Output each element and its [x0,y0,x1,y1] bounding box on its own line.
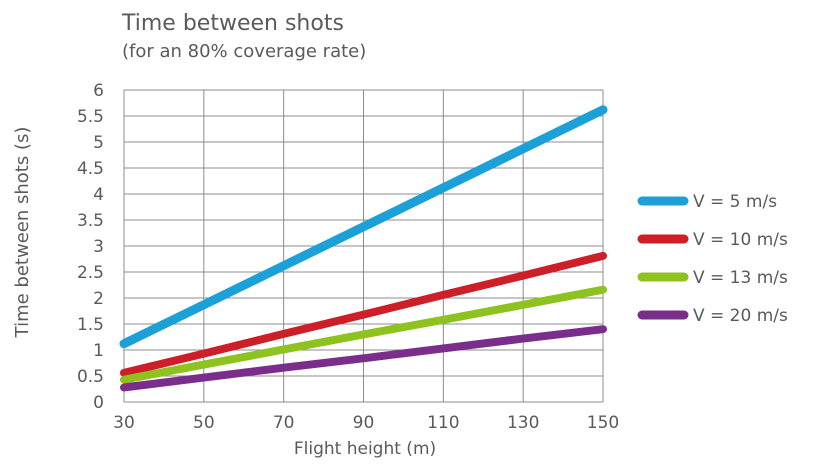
plot-grid [123,89,604,403]
chart-legend: V = 5 m/s V = 10 m/s V = 13 m/s V = 20 m/s [637,192,788,326]
y-tick-label: 0.5 [77,367,104,387]
series-line [120,325,607,392]
legend-label: V = 20 m/s [693,306,788,326]
series-line [119,105,608,349]
x-tick-label: 150 [587,413,619,433]
y-tick-label: 3 [93,237,104,257]
legend-label: V = 13 m/s [693,268,788,288]
x-tick-label: 130 [507,413,539,433]
x-tick-label: 70 [273,413,295,433]
y-tick-label: 4 [93,185,104,205]
y-tick-label: 1.5 [77,315,104,335]
x-tick-label: 50 [193,413,215,433]
x-tick-labels: 30 50 70 90 110 130 150 [113,413,619,433]
x-axis-label: Flight height (m) [294,439,436,459]
series-lines [119,105,608,392]
chart-subtitle: (for an 80% coverage rate) [122,41,366,62]
series-line [120,251,607,377]
legend-label: V = 5 m/s [693,192,777,212]
y-tick-label: 6 [93,81,104,101]
x-tick-label: 110 [427,413,459,433]
y-tick-label: 5.5 [77,107,104,127]
series-line [120,285,607,384]
y-tick-label: 2 [93,289,104,309]
y-tick-label: 1 [93,341,104,361]
legend-label: V = 10 m/s [693,230,788,250]
y-axis-label: Time between shots (s) [12,127,33,339]
y-tick-label: 3.5 [77,211,104,231]
x-tick-label: 30 [113,413,135,433]
y-tick-label: 2.5 [77,263,104,283]
x-tick-label: 90 [353,413,375,433]
y-tick-label: 4.5 [77,159,104,179]
y-tick-label: 0 [93,393,104,413]
y-tick-label: 5 [93,133,104,153]
y-tick-labels: 0 0.5 1 1.5 2 2.5 3 3.5 4 4.5 5 5.5 6 [77,81,104,413]
chart-title: Time between shots [121,11,344,36]
